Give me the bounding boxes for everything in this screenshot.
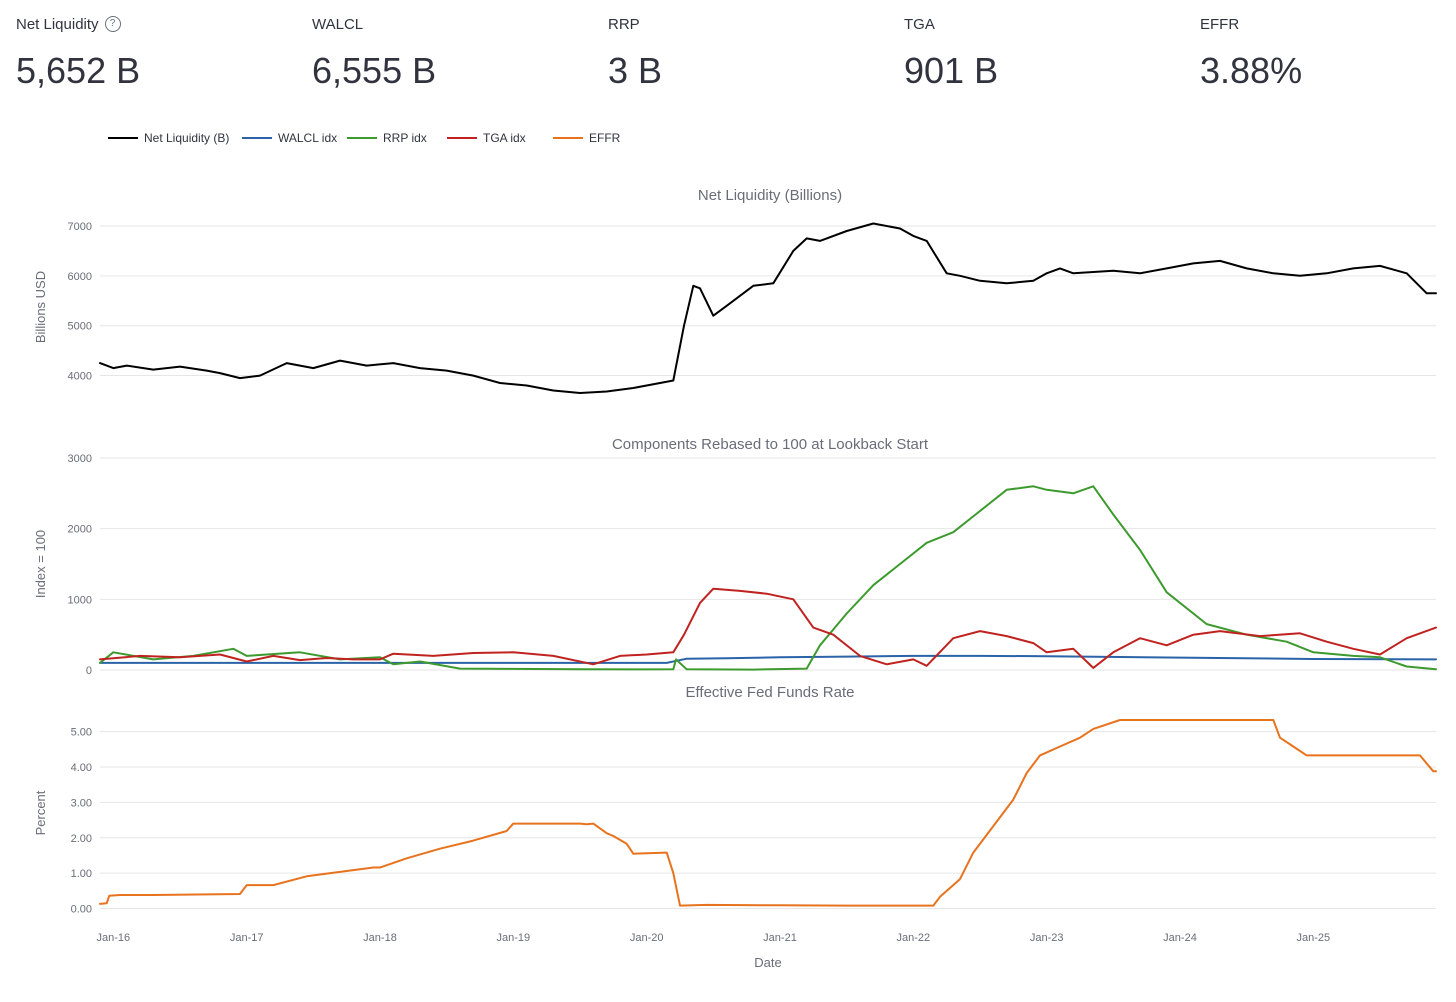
legend-item-walcl[interactable]: WALCL idx [242, 131, 337, 145]
legend-item-effr[interactable]: EFFR [553, 131, 621, 145]
y-tick-label: 2.00 [71, 833, 92, 845]
metric-value: 6,555 B [312, 50, 437, 91]
metric-label: WALCL [312, 15, 364, 33]
panel-3: Effective Fed Funds Rate 0.00 1.00 2.00 3.00… [33, 684, 1437, 915]
y-tick-label: 1000 [68, 594, 92, 606]
metric-rrp: RRP 3 B [608, 14, 662, 92]
metric-effr: EFFR 3.88% [1200, 14, 1302, 92]
panel-title: Components Rebased to 100 at Lookback St… [612, 436, 929, 453]
legend-item-tga[interactable]: TGA idx [447, 131, 526, 145]
x-axis: Jan-16 Jan-17 Jan-18 Jan-19 Jan-20 Jan-21 Jan-… [97, 932, 1331, 970]
y-tick-label: 3000 [68, 453, 92, 465]
y-tick-label: 4.00 [71, 762, 92, 774]
panel-title: Effective Fed Funds Rate [686, 684, 855, 701]
y-axis-title: Billions USD [33, 271, 48, 343]
metric-value: 901 B [904, 50, 999, 91]
metric-value: 3.88% [1200, 50, 1303, 91]
series-line-net_liquidity [99, 222, 1437, 394]
panel-1: Net Liquidity (Billions) 4000 5000 6000 7000… [33, 187, 1437, 394]
y-axis-title: Percent [33, 790, 48, 835]
x-tick-label: Jan-24 [1163, 932, 1197, 944]
metric-net-liquidity: Net Liquidity ? 5,652 B [16, 14, 140, 92]
y-axis-title: Index = 100 [33, 530, 48, 598]
metric-walcl: WALCL 6,555 B [312, 14, 436, 92]
x-tick-label: Jan-23 [1030, 932, 1064, 944]
legend-item-net_liquidity[interactable]: Net Liquidity (B) [108, 131, 229, 145]
panel-2: Components Rebased to 100 at Lookback St… [33, 436, 1437, 677]
legend-item-rrp[interactable]: RRP idx [347, 131, 427, 145]
x-tick-label: Jan-19 [497, 932, 531, 944]
x-tick-label: Jan-22 [897, 932, 931, 944]
metric-label: RRP [608, 15, 640, 33]
y-tick-label: 4000 [68, 371, 92, 383]
help-circle-icon[interactable]: ? [104, 16, 121, 32]
legend-label: TGA idx [483, 131, 526, 145]
y-tick-label: 7000 [68, 221, 92, 233]
metric-value: 3 B [608, 50, 663, 91]
metric-tga: TGA 901 B [904, 14, 998, 92]
x-tick-label: Jan-20 [630, 932, 664, 944]
y-tick-label: 3.00 [71, 797, 92, 809]
y-tick-label: 1.00 [71, 868, 92, 880]
x-tick-label: Jan-16 [97, 932, 131, 944]
series-line-tga [99, 587, 1437, 669]
chart-panels: Net Liquidity (Billions) 4000 5000 6000 7000… [33, 187, 1437, 915]
metric-label: TGA [904, 15, 935, 33]
x-tick-label: Jan-21 [763, 932, 797, 944]
chart-legend[interactable]: Net Liquidity (B) WALCL idx RRP idx TGA idx… [108, 131, 621, 145]
y-tick-label: 5.00 [71, 727, 92, 739]
panel-title: Net Liquidity (Billions) [698, 187, 842, 204]
metric-value: 5,652 B [16, 50, 141, 91]
chart[interactable]: Net Liquidity (B) WALCL idx RRP idx TGA idx… [0, 100, 1456, 1002]
y-tick-label: 6000 [68, 271, 92, 283]
series-line-effr [99, 719, 1437, 907]
metrics-row: Net Liquidity ? 5,652 B WALCL 6,555 B RR… [0, 0, 1456, 100]
y-tick-label: 0 [86, 665, 92, 677]
x-tick-label: Jan-17 [230, 932, 264, 944]
legend-label: Net Liquidity (B) [144, 131, 229, 145]
legend-label: EFFR [589, 131, 621, 145]
x-axis-title: Date [754, 955, 781, 970]
x-tick-label: Jan-25 [1297, 932, 1331, 944]
legend-label: RRP idx [383, 131, 427, 145]
x-tick-label: Jan-18 [363, 932, 397, 944]
legend-label: WALCL idx [278, 131, 337, 145]
metric-label: Net Liquidity [16, 15, 99, 33]
y-tick-label: 5000 [68, 321, 92, 333]
y-tick-label: 0.00 [71, 903, 92, 915]
y-tick-label: 2000 [68, 524, 92, 536]
metric-label: EFFR [1200, 15, 1240, 33]
series-line-walcl [99, 654, 1437, 664]
series-line-rrp [99, 485, 1437, 671]
